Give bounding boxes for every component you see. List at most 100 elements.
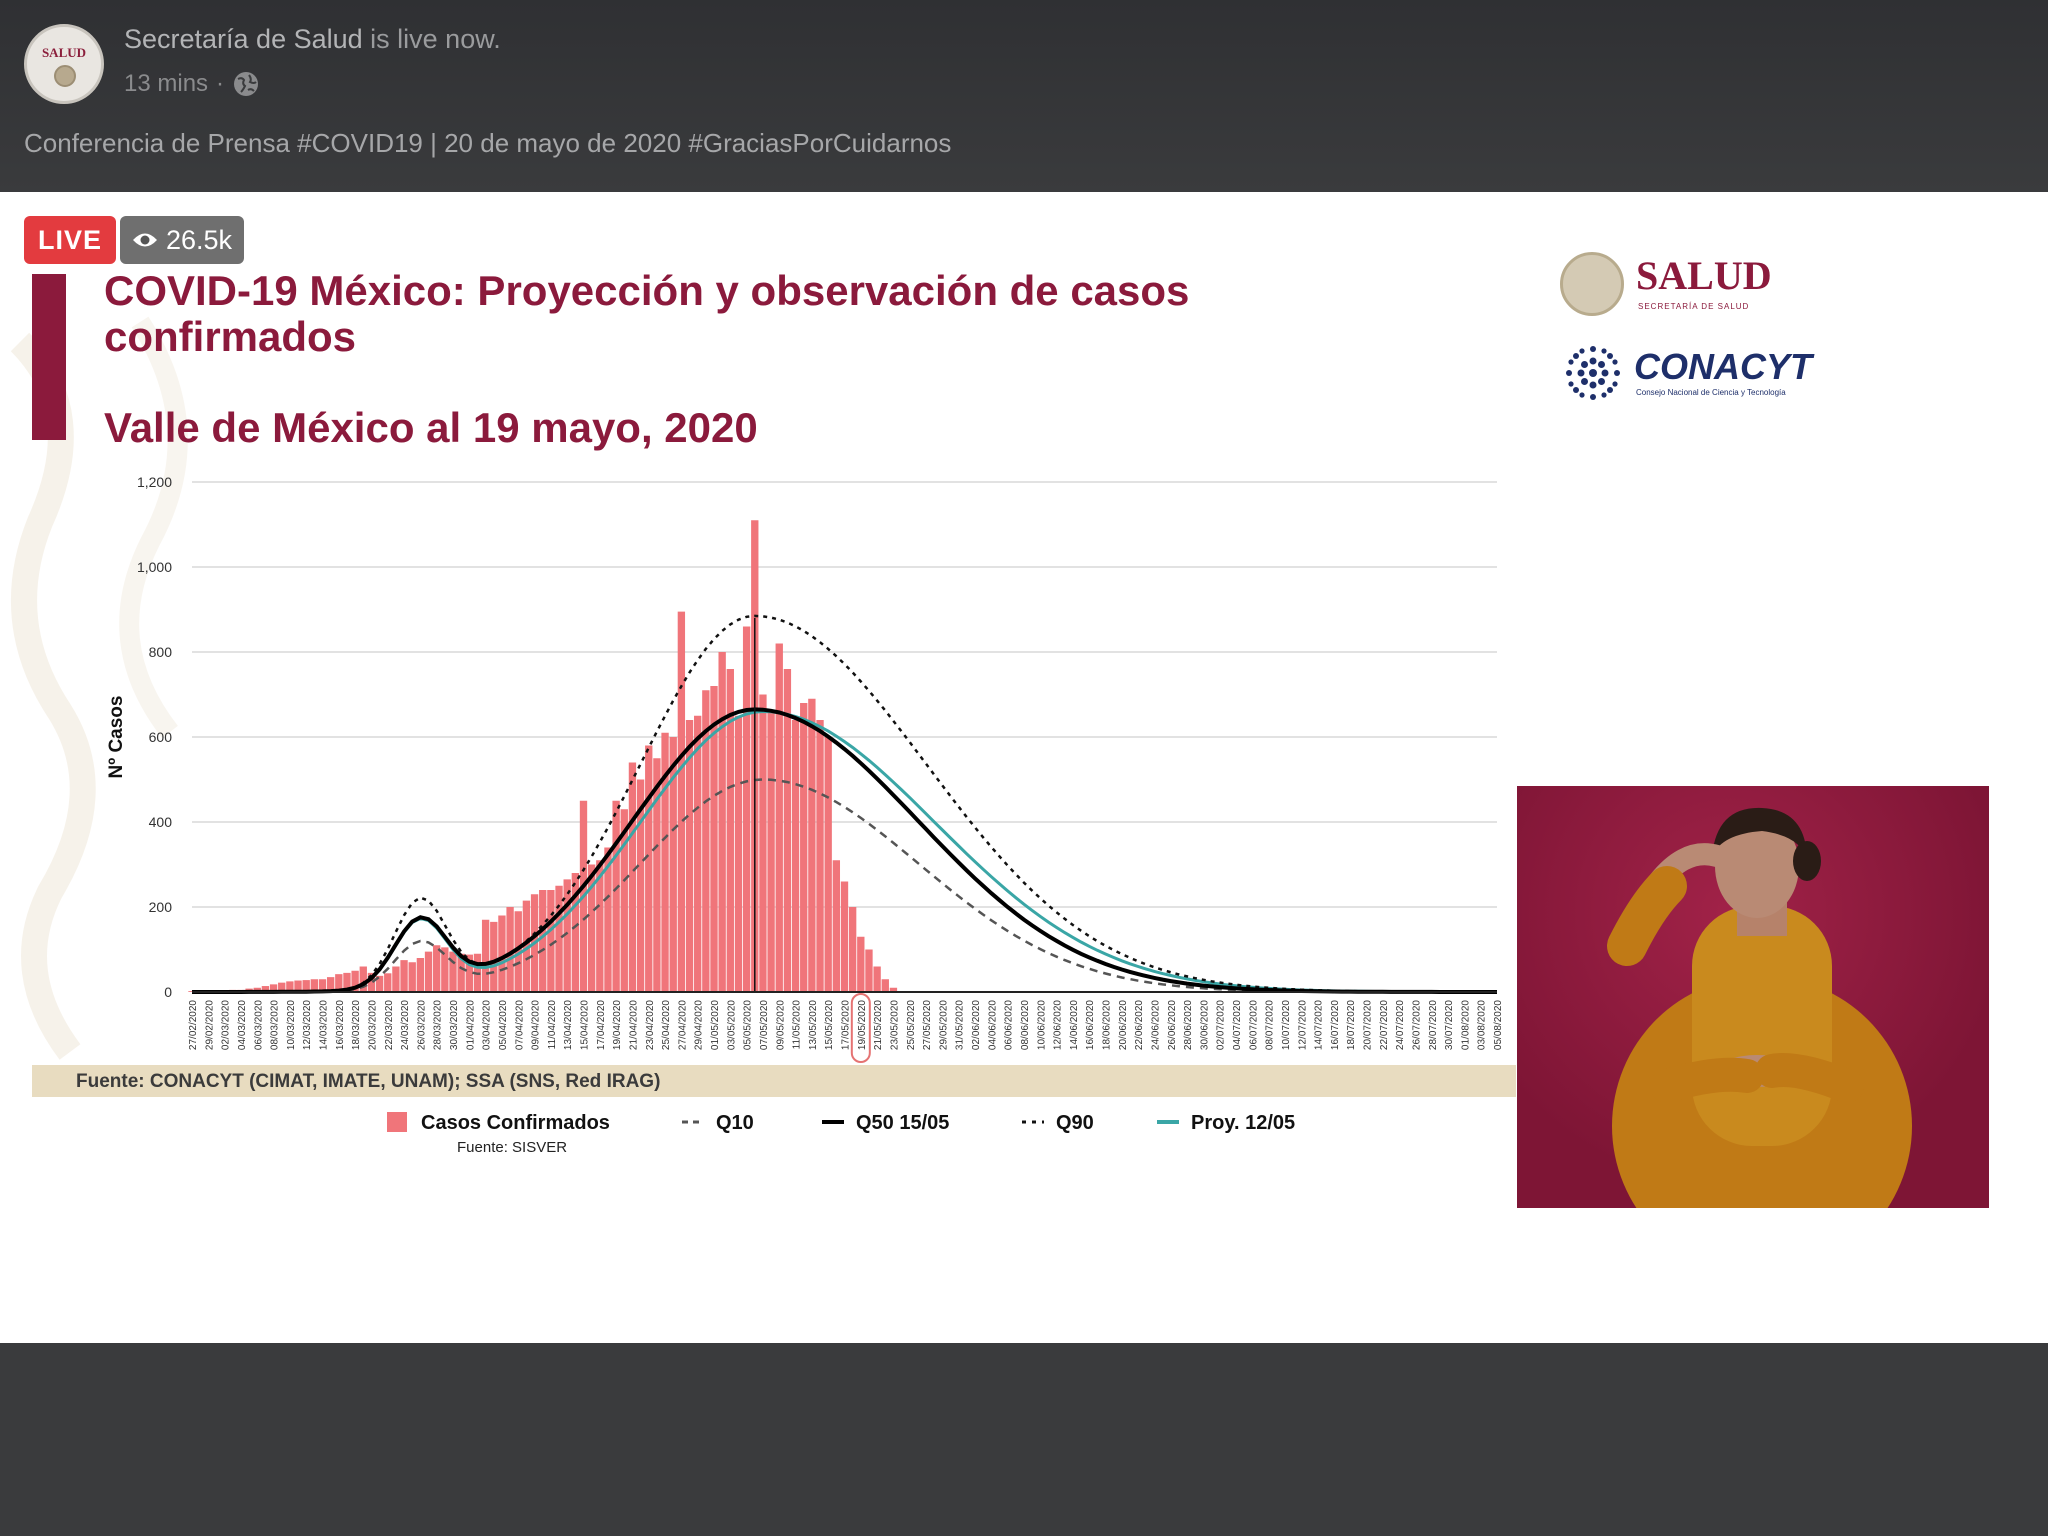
bar <box>465 954 473 992</box>
series-line <box>192 614 1497 994</box>
y-tick-label: 800 <box>149 644 173 660</box>
x-tick-label: 16/07/2020 <box>1330 1000 1341 1050</box>
viewer-count: 26.5k <box>120 216 245 264</box>
x-tick-label: 04/07/2020 <box>1232 1000 1243 1050</box>
bar <box>759 694 767 992</box>
x-tick-label: 12/07/2020 <box>1297 1000 1308 1050</box>
bar <box>587 864 596 992</box>
bar <box>539 890 547 992</box>
presentation-slide: COVID-19 México: Proyección y observació… <box>32 232 1516 1232</box>
legend-label: Proy. 12/05 <box>1191 1112 1295 1134</box>
legend-label: Q10 <box>716 1112 754 1134</box>
salud-logo-sub: SECRETARÍA DE SALUD <box>1638 302 1750 311</box>
x-tick-label: 28/06/2020 <box>1183 1000 1194 1050</box>
bar <box>848 907 857 992</box>
x-tick-label: 25/04/2020 <box>661 1000 672 1050</box>
highlighted-date-marker <box>850 993 871 1063</box>
x-tick-label: 22/07/2020 <box>1379 1000 1390 1050</box>
bar <box>457 953 465 992</box>
conacyt-logo-text: CONACYT <box>1634 346 1812 387</box>
bar <box>832 860 841 992</box>
x-tick-label: 23/05/2020 <box>889 1000 900 1050</box>
bar <box>791 720 800 992</box>
bar <box>302 980 310 992</box>
x-tick-label: 16/06/2020 <box>1085 1000 1096 1050</box>
legend-swatch <box>387 1112 407 1132</box>
live-badge: LIVE <box>24 216 117 264</box>
x-tick-label: 29/04/2020 <box>694 1000 705 1050</box>
bar <box>694 715 702 992</box>
x-tick-label: 10/07/2020 <box>1281 1000 1292 1050</box>
x-tick-label: 11/04/2020 <box>547 1000 558 1050</box>
x-tick-label: 18/03/2020 <box>351 1000 362 1050</box>
page-avatar[interactable]: SALUD <box>24 24 104 104</box>
bar <box>547 890 555 992</box>
x-tick-label: 01/08/2020 <box>1460 1000 1471 1050</box>
x-tick-label: 03/04/2020 <box>482 1000 493 1050</box>
video-player[interactable]: LIVE 26.5k COVID-19 México: Proyección y… <box>0 192 2048 1343</box>
post-meta: 13 mins · <box>124 70 260 98</box>
bar <box>702 690 710 992</box>
x-tick-label: 18/07/2020 <box>1346 1000 1357 1050</box>
x-tick-label: 24/03/2020 <box>400 1000 411 1050</box>
bar <box>734 715 743 992</box>
x-tick-label: 12/06/2020 <box>1053 1000 1064 1050</box>
x-tick-label: 10/06/2020 <box>1036 1000 1047 1050</box>
page-name-link[interactable]: Secretaría de Salud <box>124 24 363 54</box>
bar <box>392 966 400 992</box>
bar <box>498 915 506 992</box>
sign-language-interpreter-video <box>1517 786 1989 1208</box>
x-tick-label: 09/04/2020 <box>531 1000 542 1050</box>
bar <box>889 987 898 992</box>
bottom-bar <box>0 1343 2048 1536</box>
slide-footer-source: Fuente: CONACYT (CIMAT, IMATE, UNAM); SS… <box>76 1071 661 1092</box>
y-tick-label: 600 <box>149 729 173 745</box>
x-tick-label: 13/05/2020 <box>808 1000 819 1050</box>
bar <box>669 737 677 992</box>
footer-band <box>32 1065 1516 1097</box>
bar <box>514 911 522 992</box>
bar <box>742 626 751 992</box>
meta-separator: · <box>216 70 225 97</box>
x-tick-label: 26/03/2020 <box>416 1000 427 1050</box>
bar <box>343 972 351 992</box>
x-tick-label: 14/03/2020 <box>319 1000 330 1050</box>
x-tick-label: 27/05/2020 <box>922 1000 933 1050</box>
interpreter-figure <box>1607 807 1912 1208</box>
x-tick-label: 06/03/2020 <box>253 1000 264 1050</box>
live-status-text: is live now. <box>362 24 501 54</box>
x-tick-label: 17/05/2020 <box>841 1000 852 1050</box>
bar <box>351 970 359 992</box>
conacyt-logo-icon <box>1566 346 1620 400</box>
x-tick-label: 11/05/2020 <box>792 1000 803 1050</box>
x-tick-label: 30/06/2020 <box>1199 1000 1210 1050</box>
bar <box>416 958 425 992</box>
x-tick-label: 22/03/2020 <box>384 1000 395 1050</box>
bar <box>359 966 367 992</box>
bar <box>808 698 816 992</box>
x-tick-label: 26/07/2020 <box>1411 1000 1422 1050</box>
y-axis-label: Nº Casos <box>106 696 127 779</box>
bar <box>726 669 734 992</box>
bar <box>408 962 416 992</box>
x-tick-label: 05/04/2020 <box>498 1000 509 1050</box>
bar <box>661 732 669 992</box>
x-tick-label: 15/05/2020 <box>824 1000 835 1050</box>
x-tick-label: 27/04/2020 <box>677 1000 688 1050</box>
bar <box>441 947 449 992</box>
x-tick-label: 03/08/2020 <box>1477 1000 1488 1050</box>
bar <box>685 720 694 992</box>
x-tick-label: 10/03/2020 <box>286 1000 297 1050</box>
x-tick-label: 29/02/2020 <box>204 1000 215 1050</box>
y-tick-label: 1,200 <box>137 474 172 490</box>
bar <box>286 981 294 992</box>
x-tick-label: 12/03/2020 <box>302 1000 313 1050</box>
bar <box>783 669 792 992</box>
bar <box>269 984 278 992</box>
bar <box>596 860 604 992</box>
x-tick-label: 20/03/2020 <box>367 1000 378 1050</box>
post-time[interactable]: 13 mins <box>124 70 209 97</box>
x-tick-label: 17/04/2020 <box>596 1000 607 1050</box>
x-tick-label: 24/07/2020 <box>1395 1000 1406 1050</box>
legend-source: Fuente: SISVER <box>457 1139 567 1152</box>
